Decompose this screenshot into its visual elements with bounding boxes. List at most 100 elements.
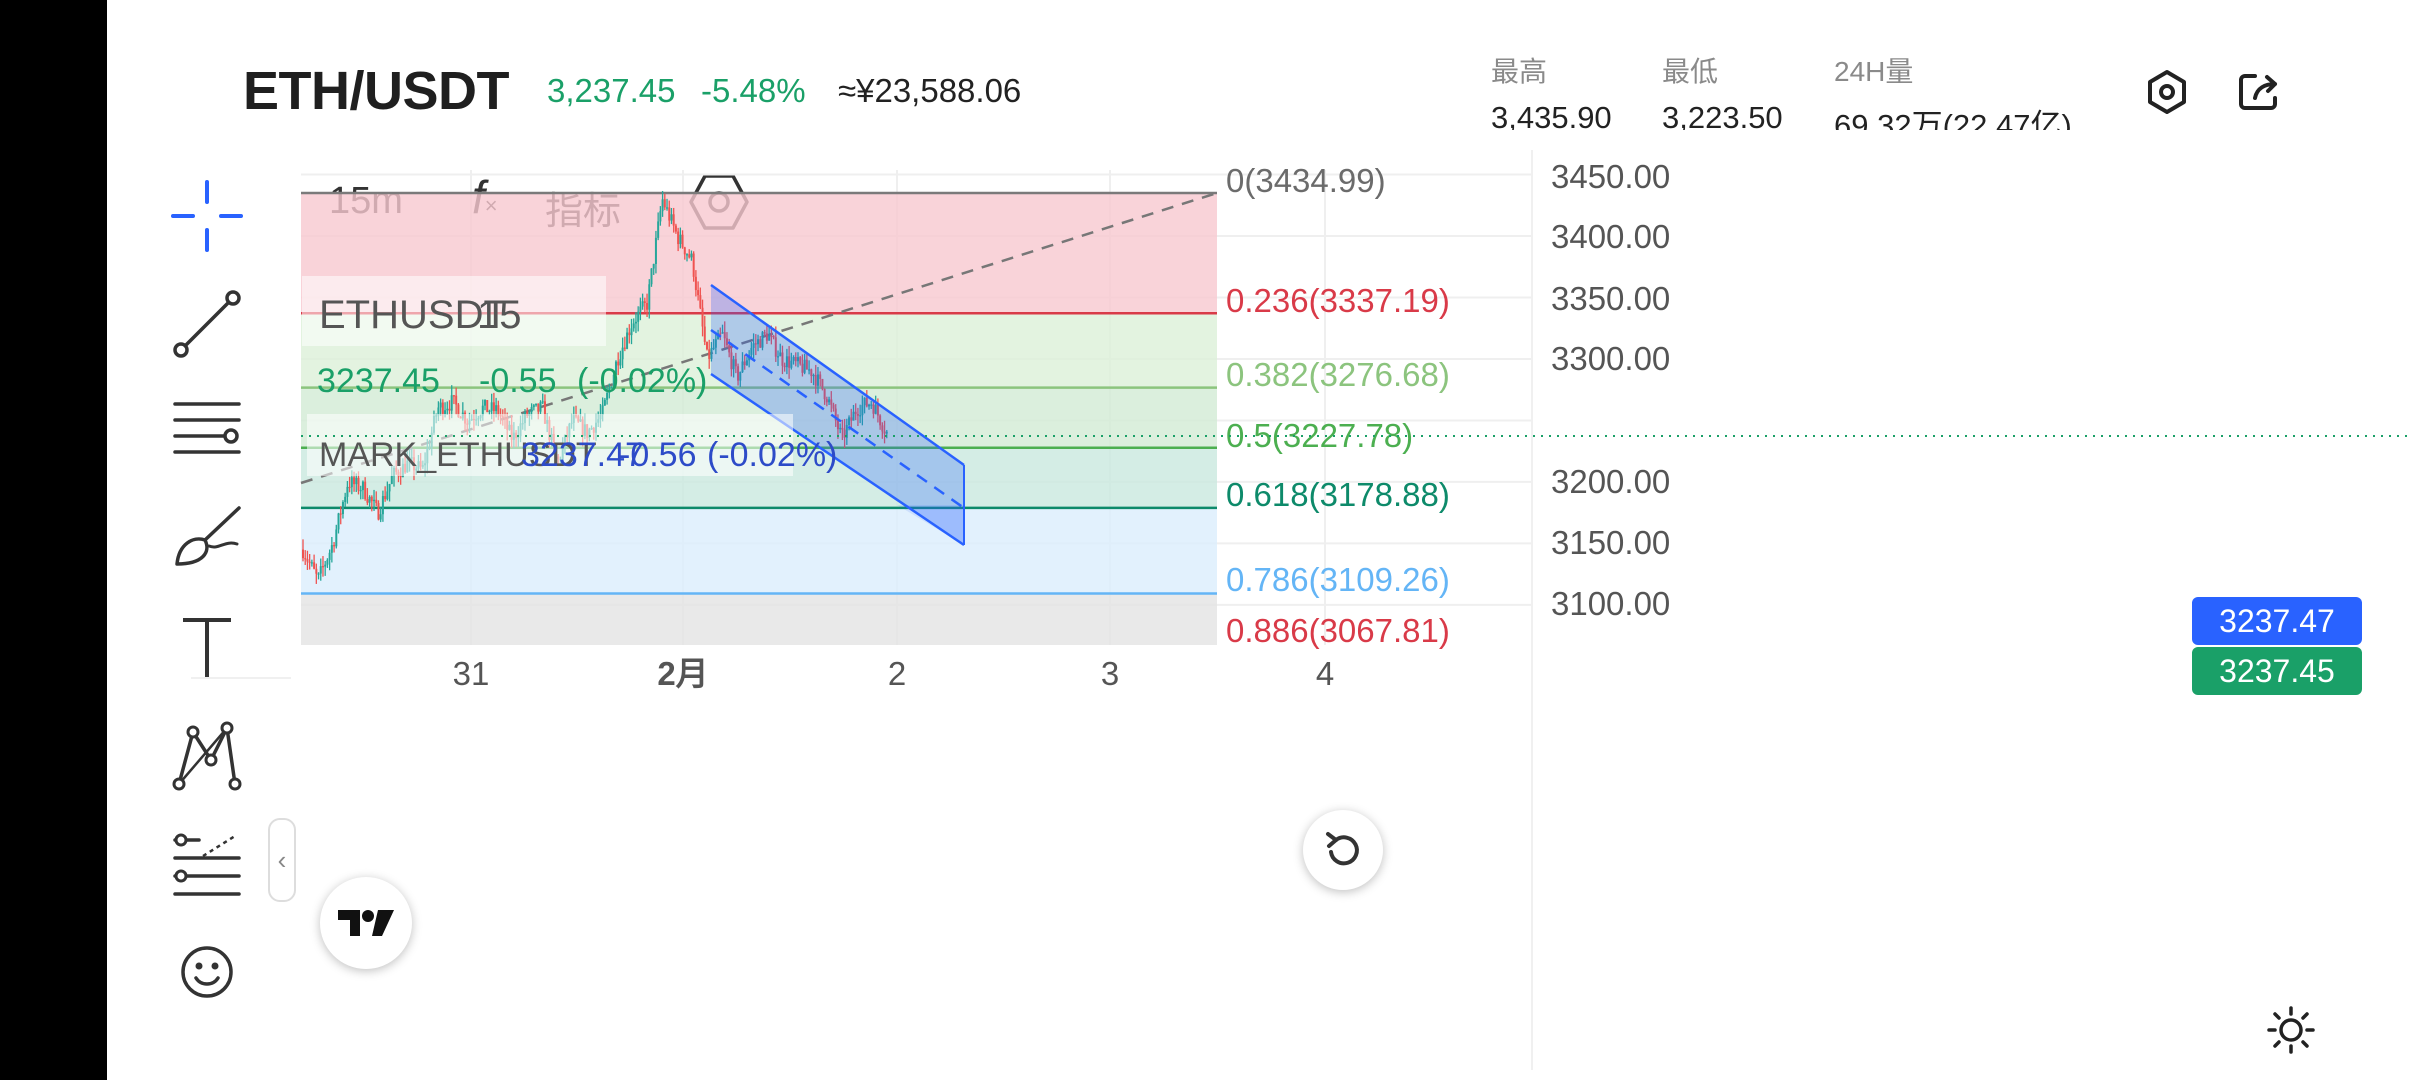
- candle-body-14: [333, 545, 336, 547]
- emoji-icon[interactable]: [169, 934, 245, 1010]
- time-axis-label-0: 31: [453, 655, 490, 692]
- candle-body-148: [630, 328, 633, 336]
- candle-body-172: [683, 247, 686, 255]
- candle-body-108: [541, 401, 544, 403]
- channel-lower: [710, 372, 965, 547]
- candle-body-61: [437, 407, 440, 416]
- candle-body-69: [455, 395, 458, 405]
- candle-body-145: [623, 347, 626, 349]
- trend-line: [300, 191, 1218, 485]
- brush-icon[interactable]: [169, 500, 245, 576]
- candle-body-104: [532, 405, 535, 408]
- candle-body-217: [783, 365, 786, 368]
- candle-body-235: [823, 389, 826, 400]
- candle-body-191: [725, 338, 728, 346]
- candle-body-39: [388, 483, 391, 492]
- candle-body-150: [634, 321, 637, 324]
- candle-body-255: [868, 404, 871, 407]
- candle-body-185: [712, 347, 715, 349]
- candle-body-169: [677, 231, 680, 245]
- legend-mark-change: -0.56: [619, 436, 697, 474]
- candle-body-140: [612, 374, 615, 387]
- candle-body-203: [752, 343, 755, 348]
- candle-body-137: [606, 392, 609, 400]
- fib-label-0: 0(3434.99): [1226, 162, 1386, 199]
- reset-chart-button[interactable]: [1303, 810, 1383, 890]
- fib-zone-4: [301, 507, 1217, 594]
- legend-last: 3237.45: [317, 362, 440, 400]
- toolbar-collapse-handle[interactable]: ‹: [268, 818, 296, 902]
- candle-body-24: [355, 477, 358, 485]
- candle-body-84: [488, 410, 491, 413]
- candle-body-144: [621, 347, 624, 360]
- candle-body-30: [368, 496, 371, 503]
- trend-line-icon[interactable]: [169, 286, 245, 362]
- legend-mark-change-pct: (-0.02%): [707, 436, 837, 474]
- candle-body-139: [610, 386, 613, 389]
- candle-body-161: [659, 211, 662, 222]
- candle-body-219: [788, 356, 791, 368]
- candle-body-159: [654, 237, 657, 264]
- candle-body-36: [381, 496, 384, 515]
- share-icon[interactable]: [2235, 68, 2283, 116]
- price-axis-label-2: 3350.00: [1551, 280, 1670, 317]
- candle-body-233: [819, 374, 822, 379]
- last-price-tag: 3237.45: [2192, 647, 2362, 695]
- candle-body-205: [757, 339, 760, 345]
- price-chart[interactable]: ETHUSDT 15 3237.45 -0.55 (-0.02%) MARK_E…: [107, 0, 2412, 1080]
- candle-body-171: [681, 234, 684, 248]
- pattern-icon[interactable]: [169, 718, 245, 794]
- tradingview-logo[interactable]: [320, 877, 412, 969]
- theme-toggle-icon[interactable]: [2267, 1006, 2315, 1054]
- candle-body-232: [816, 374, 819, 386]
- candle-body-147: [628, 332, 631, 336]
- candle-body-70: [457, 404, 460, 417]
- text-icon[interactable]: [169, 610, 245, 686]
- candle-body-62: [439, 402, 442, 408]
- reset-icon: [1326, 832, 1359, 866]
- candle-body-218: [785, 356, 788, 368]
- candle-body-247: [850, 417, 853, 421]
- candle-body-142: [617, 361, 620, 366]
- trend-line-dashed: [300, 191, 1218, 485]
- candle-body-195: [734, 359, 737, 367]
- stat-low: 最低 3,223.50: [1662, 50, 1783, 130]
- stat-volume-value: 69.32万(22.47亿): [1834, 108, 2072, 130]
- candle-body-160: [657, 221, 660, 238]
- candle-body-188: [719, 333, 722, 335]
- price-axis-label-5: 3150.00: [1551, 524, 1670, 561]
- ruler-icon[interactable]: [169, 828, 245, 904]
- candle-body-23: [353, 477, 356, 485]
- price-axis-label-6: 3100.00: [1551, 585, 1670, 622]
- candle-body-204: [754, 343, 757, 345]
- candle-body-253: [863, 397, 866, 406]
- candle-body-83: [486, 400, 489, 413]
- candle-body-229: [810, 369, 813, 376]
- candle-body-20: [346, 486, 349, 497]
- candle-body-227: [805, 359, 808, 370]
- candle-body-257: [872, 404, 875, 414]
- candle-body-26: [359, 490, 362, 492]
- candle-body-153: [641, 301, 644, 307]
- candle-body-199: [743, 361, 746, 366]
- stat-low-value: 3,223.50: [1662, 100, 1783, 130]
- candle-body-136: [603, 399, 606, 406]
- legend-title-bg: [302, 276, 606, 346]
- stat-high-value: 3,435.90: [1491, 100, 1612, 130]
- candle-body-162: [661, 199, 664, 212]
- fib-lines-icon[interactable]: [169, 392, 245, 468]
- price-axis-label-3: 3300.00: [1551, 340, 1670, 377]
- candle-body-25: [357, 477, 360, 491]
- candle-body-242: [839, 427, 842, 430]
- candle-body-202: [750, 347, 753, 355]
- candle-body-149: [632, 323, 635, 329]
- mark-price-tag: 3237.47: [2192, 597, 2362, 645]
- candle-body-262: [883, 431, 886, 434]
- settings-hexagon-icon[interactable]: [2143, 68, 2191, 116]
- crosshair-icon[interactable]: [169, 178, 245, 254]
- candle-body-165: [668, 207, 671, 221]
- stat-high: 最高 3,435.90: [1491, 50, 1612, 130]
- candle-body-21: [348, 486, 351, 489]
- candle-body-225: [801, 363, 804, 373]
- chart-axes: 3450.003400.003350.003300.003200.003150.…: [191, 150, 2412, 1070]
